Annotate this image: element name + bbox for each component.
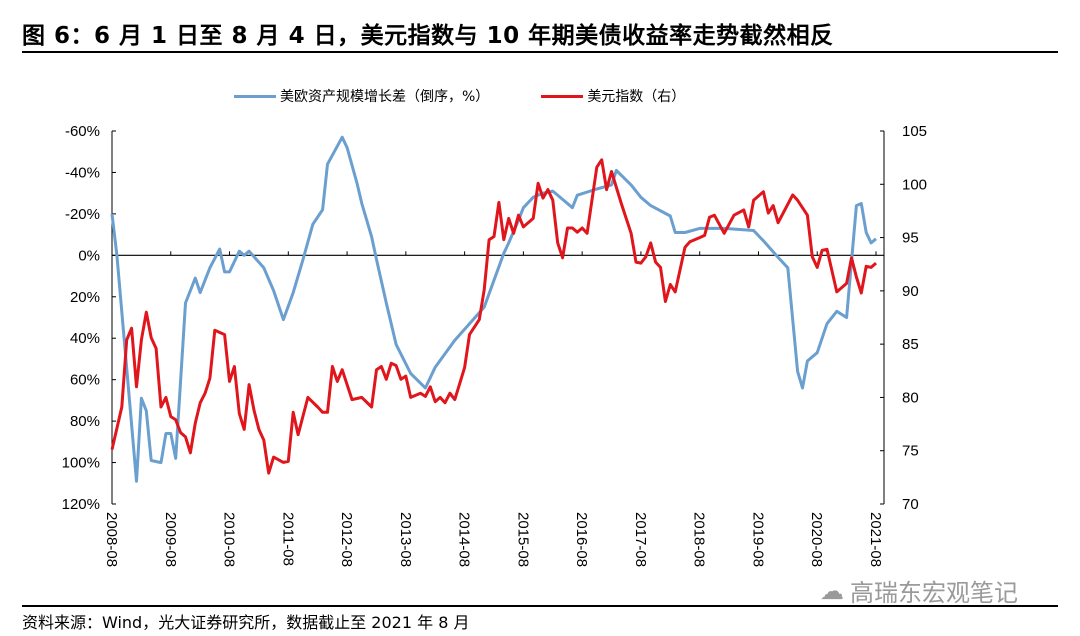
x-tick-label: 2017-08 [632,512,649,567]
right-tick-label: 100 [902,176,927,193]
points-dxy [111,159,877,474]
right-tick-label: 80 [902,389,919,406]
watermark-text: 高瑞东宏观笔记 [850,579,1018,607]
title-rule [22,51,1058,53]
left-tick-label: -60% [65,123,100,140]
left-tick-label: 0% [78,247,100,264]
footer-rule [22,605,1058,607]
left-tick-label: 40% [70,330,100,347]
chart-legend: 美欧资产规模增长差（倒序，%） 美元指数（右） [234,86,685,106]
right-tick-label: 70 [902,496,919,513]
x-tick-label: 2010-08 [221,512,238,567]
legend-item-asset-gap: 美欧资产规模增长差（倒序，%） [234,86,489,106]
right-tick-label: 85 [902,336,919,353]
left-tick-label: 60% [70,372,100,389]
legend-label: 美元指数（右） [587,89,686,105]
x-tick-label: 2009-08 [162,512,179,567]
points-asset-gap [111,137,877,482]
right-tick-label: 75 [902,443,919,460]
x-tick-label: 2016-08 [573,512,590,567]
x-tick-label: 2019-08 [749,512,766,567]
left-tick-label: -20% [65,206,100,223]
left-tick-label: -40% [65,164,100,181]
source-note: 资料来源：Wind，光大证券研究所，数据截止至 2021 年 8 月 [22,613,470,632]
x-tick-label: 2021-08 [867,512,884,567]
left-tick-label: 120% [62,496,100,513]
left-tick-label: 100% [62,455,100,472]
left-tick-label: 20% [70,289,100,306]
right-tick-label: 95 [902,230,919,247]
figure-title: 图 6：6 月 1 日至 8 月 4 日，美元指数与 10 年期美债收益率走势截… [22,23,834,49]
legend-item-dxy: 美元指数（右） [541,86,685,106]
x-tick-label: 2015-08 [514,512,531,567]
x-tick-label: 2020-08 [808,512,825,567]
x-tick-label: 2014-08 [456,512,473,567]
x-tick-label: 2013-08 [397,512,414,567]
series-line-dxy [110,158,877,475]
wechat-icon: ☁ [820,576,844,605]
legend-label: 美欧资产规模增长差（倒序，%） [280,89,490,105]
right-tick-label: 90 [902,283,919,300]
legend-swatch-red [541,94,584,98]
right-tick-label: 105 [902,123,927,140]
series-line-asset-gap [110,135,877,483]
watermark: ☁ 高瑞东宏观笔记 [820,573,1018,608]
legend-swatch-blue [234,94,276,98]
x-tick-label: 2018-08 [691,512,708,567]
x-tick-label: 2008-08 [103,512,120,567]
x-tick-label: 2012-08 [338,512,355,567]
left-tick-label: 80% [70,413,100,430]
x-tick-label: 2011-08 [279,512,296,566]
